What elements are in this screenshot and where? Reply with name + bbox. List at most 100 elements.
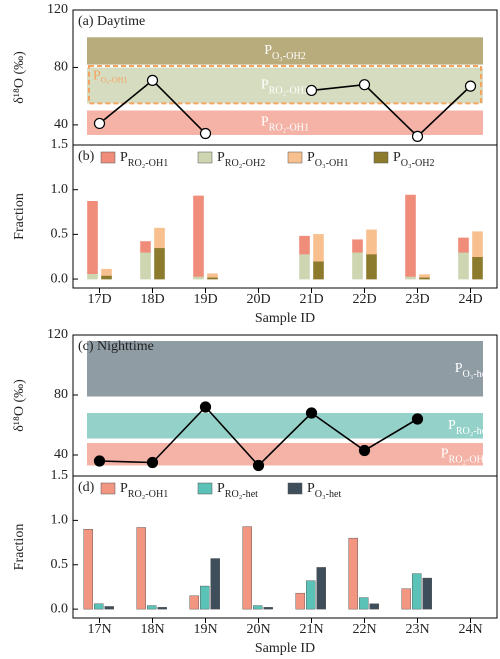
bar xyxy=(101,268,112,276)
band-label-sub: O₃-het xyxy=(463,369,490,380)
legend-swatch xyxy=(373,151,389,164)
y-tick-label: 120 xyxy=(47,2,68,17)
legend-label-sub: O₃-OH2 xyxy=(401,158,435,169)
y-tick-label: 80 xyxy=(54,387,68,402)
legend-label-sub: RO₂-OH1 xyxy=(128,489,168,500)
x-tick-label: 18D xyxy=(140,292,164,307)
x-tick-label: 21N xyxy=(299,622,323,637)
y-tick-label: 0.5 xyxy=(51,227,69,242)
panel-title: (b) xyxy=(78,149,95,164)
band xyxy=(87,443,483,466)
band-label: PRO₂-OH2 xyxy=(261,78,309,97)
point xyxy=(358,444,371,457)
bar xyxy=(263,607,273,610)
y-tick-label: 1.0 xyxy=(51,513,69,528)
y-axis-label: Fraction xyxy=(12,524,27,571)
y-axis-label: Fraction xyxy=(12,193,27,240)
point xyxy=(411,413,424,425)
legend-label: PO₃-OH2 xyxy=(393,150,435,169)
panel-title: (c) Nighttime xyxy=(78,339,154,354)
point xyxy=(199,127,212,140)
x-tick-label: 20D xyxy=(246,292,270,307)
x-tick-label: 24N xyxy=(458,622,482,637)
bar xyxy=(242,526,252,610)
bar xyxy=(401,588,411,610)
x-tick-label: 17N xyxy=(87,622,111,637)
bar xyxy=(193,195,204,277)
bar xyxy=(412,573,422,610)
y-tick-label: 0.0 xyxy=(51,271,69,286)
point xyxy=(146,74,159,86)
y-tick-label: 1.0 xyxy=(51,182,69,197)
band xyxy=(87,413,483,439)
y-tick-label: 120 xyxy=(47,327,68,342)
y-tick-label: 40 xyxy=(54,447,68,462)
bar xyxy=(154,227,165,249)
bar xyxy=(369,603,379,610)
bar xyxy=(207,273,218,278)
point xyxy=(464,80,477,92)
band-label-sub: RO₂-OH1 xyxy=(269,123,309,134)
legend-label-main: P xyxy=(393,150,401,165)
legend-label: PO₃-het xyxy=(307,481,341,500)
band-label-sub: RO₂-het xyxy=(456,426,489,437)
x-axis-label: Sample ID xyxy=(255,311,315,326)
band-label-main: P xyxy=(264,43,272,58)
band-label-sub: RO₂-OH2 xyxy=(269,85,309,96)
panel-title: (a) Daytime xyxy=(78,14,145,29)
y-tick-label: 0.0 xyxy=(51,601,69,616)
bar xyxy=(299,235,310,255)
bar xyxy=(419,274,430,278)
bar xyxy=(200,585,210,610)
x-tick-label: 19D xyxy=(193,292,217,307)
band xyxy=(87,341,483,397)
x-tick-label: 22N xyxy=(352,622,376,637)
legend-label-main: P xyxy=(217,150,225,165)
legend-label-main: P xyxy=(307,150,315,165)
x-tick-label: 24D xyxy=(458,292,482,307)
y-tick-label: 1.5 xyxy=(51,468,69,483)
band xyxy=(87,37,483,65)
bar xyxy=(405,276,416,280)
band-label-main: P xyxy=(261,78,269,93)
x-axis-label: Sample ID xyxy=(255,641,315,656)
bar xyxy=(157,607,167,610)
bar xyxy=(366,229,377,255)
y-tick-label: 80 xyxy=(54,60,68,75)
panel-frame xyxy=(72,144,498,289)
bar xyxy=(313,260,324,280)
band xyxy=(88,65,482,105)
point xyxy=(93,117,106,130)
legend-label-sub: RO₂-het xyxy=(225,489,258,500)
bar xyxy=(94,603,104,610)
bar xyxy=(458,237,469,253)
legend-swatch xyxy=(197,482,213,495)
band-label: PO₃-OH2 xyxy=(264,43,306,62)
bar xyxy=(104,606,114,610)
y-tick-label: 40 xyxy=(54,117,68,132)
legend-swatch xyxy=(100,151,116,164)
bar xyxy=(87,201,98,274)
bar xyxy=(193,276,204,280)
legend-label: PRO₂-het xyxy=(217,481,258,500)
y-axis-label: δ¹⁸O (‰) xyxy=(12,51,27,104)
y-tick-label: 1.5 xyxy=(51,137,69,152)
band-label: PRO₂-het xyxy=(448,418,489,437)
legend-label-sub: RO₂-OH1 xyxy=(128,158,168,169)
legend-swatch xyxy=(287,482,303,495)
band-label-sub: O₃-OH2 xyxy=(272,51,306,62)
bar xyxy=(366,253,377,280)
legend-label-sub: O₃-OH1 xyxy=(315,158,349,169)
bar xyxy=(83,529,93,610)
x-tick-label: 21D xyxy=(299,292,323,307)
legend-label-sub: RO₂-OH2 xyxy=(225,158,265,169)
x-tick-label: 19N xyxy=(193,622,217,637)
band-label-main: P xyxy=(261,115,269,130)
legend-swatch xyxy=(287,151,303,164)
x-tick-label: 23N xyxy=(405,622,429,637)
band-label: PRO₂-OH1 xyxy=(441,446,489,465)
band-label-main: P xyxy=(455,361,463,376)
x-tick-label: 20N xyxy=(246,622,270,637)
legend-label: PRO₂-OH2 xyxy=(217,150,265,169)
